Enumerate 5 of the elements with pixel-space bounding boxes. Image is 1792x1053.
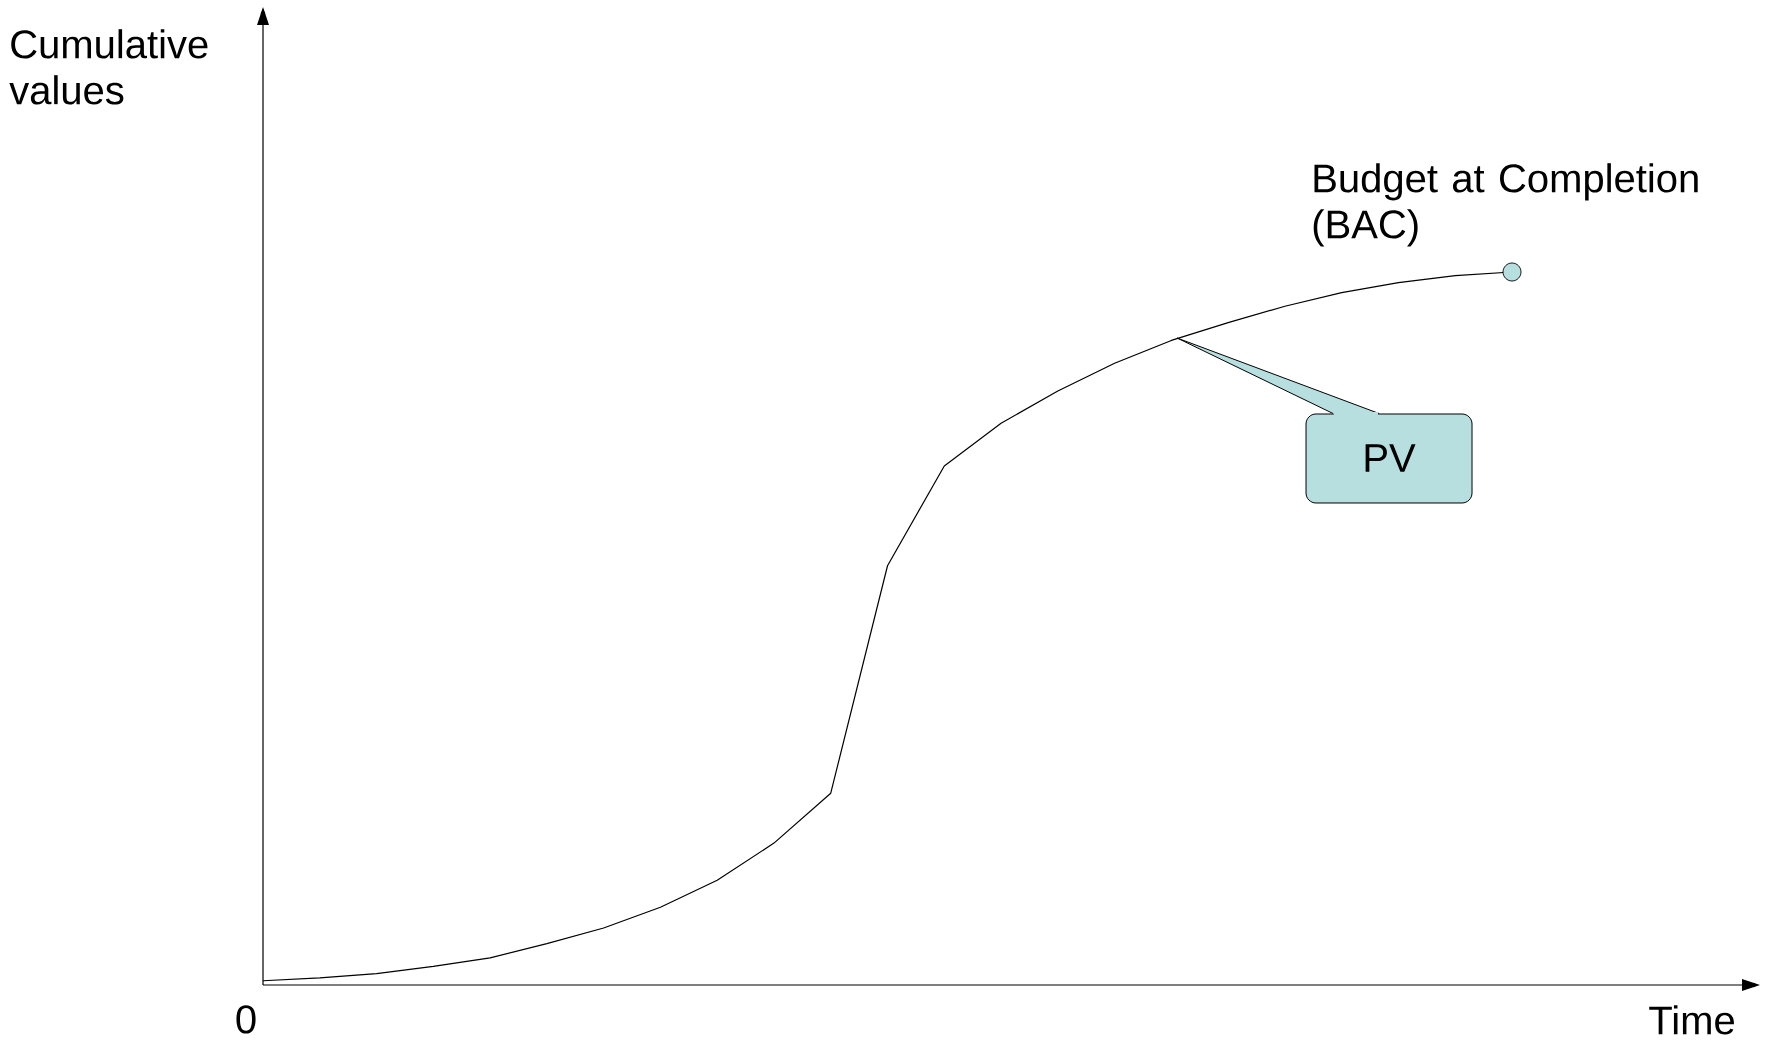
- annotation: PV: [1365, 444, 1416, 472]
- text: Budget at Completion (BAC): [1313, 163, 1698, 247]
- x-axis-title: Time: [1649, 1005, 1734, 1035]
- y-axis-title: Cumulative values: [9, 29, 208, 105]
- text: 0: [236, 1005, 256, 1034]
